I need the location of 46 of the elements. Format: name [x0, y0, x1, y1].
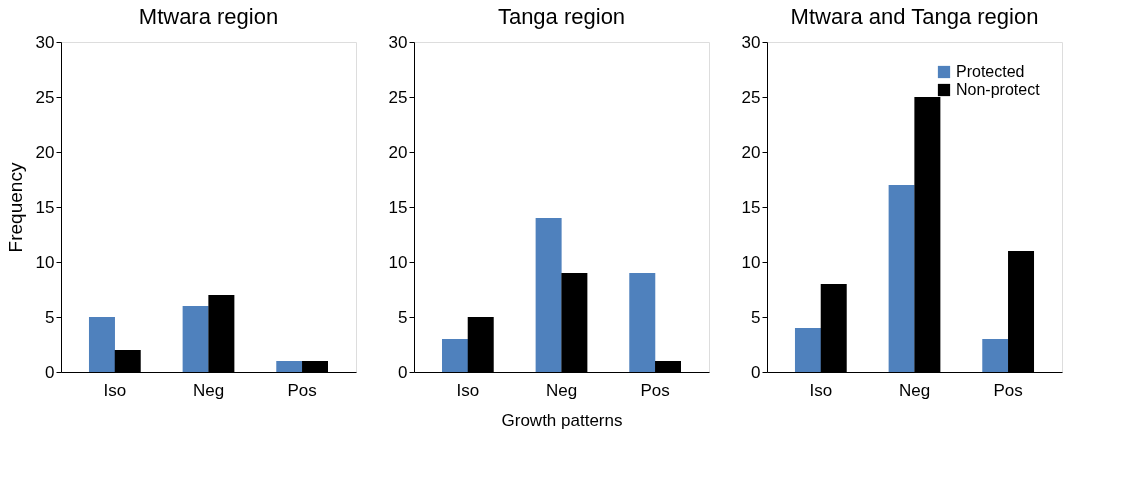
x-tick-label: Iso: [809, 380, 833, 400]
bar: [982, 339, 1009, 372]
x-tick-label: Pos: [993, 380, 1023, 400]
bar: [182, 306, 209, 372]
chart-title: Mtwara and Tanga region: [790, 4, 1039, 29]
x-tick-label: Iso: [456, 380, 480, 400]
y-tick-label: 0: [398, 362, 408, 382]
chart-title: Mtwara region: [138, 4, 279, 29]
legend-label: Non-protect: [956, 81, 1041, 98]
y-tick-label: 20: [35, 142, 55, 162]
y-tick-label: 25: [388, 87, 408, 107]
y-tick-label: 0: [45, 362, 55, 382]
x-tick-label: Iso: [103, 380, 127, 400]
y-tick-label: 25: [741, 87, 761, 107]
x-axis-title: Growth patterns: [501, 410, 623, 430]
y-tick-label: 20: [741, 142, 761, 162]
y-tick-label: 30: [741, 32, 761, 52]
y-tick-label: 5: [751, 307, 761, 327]
y-tick-label: 10: [388, 252, 408, 272]
bar: [888, 185, 915, 372]
y-tick-label: 25: [35, 87, 55, 107]
bar: [794, 328, 821, 372]
y-tick-label: 15: [388, 197, 408, 217]
bar: [88, 317, 115, 372]
y-tick-label: 0: [751, 362, 761, 382]
bar: [441, 339, 468, 372]
x-tick-label: Neg: [545, 380, 578, 400]
x-tick-label: Pos: [287, 380, 317, 400]
x-tick-label: Pos: [640, 380, 670, 400]
y-tick-label: 5: [398, 307, 408, 327]
y-axis-title: Frequency: [4, 162, 26, 253]
y-tick-label: 20: [388, 142, 408, 162]
y-tick-label: 15: [741, 197, 761, 217]
y-tick-label: 5: [45, 307, 55, 327]
bar: [535, 218, 562, 372]
chart-title: Tanga region: [497, 4, 626, 29]
x-tick-label: Neg: [192, 380, 225, 400]
y-tick-label: 15: [35, 197, 55, 217]
y-tick-label: 30: [388, 32, 408, 52]
bar: [276, 361, 303, 372]
legend-label: Protected: [956, 63, 1025, 80]
y-tick-label: 10: [35, 252, 55, 272]
y-tick-label: 30: [35, 32, 55, 52]
x-tick-label: Neg: [898, 380, 931, 400]
y-tick-label: 10: [741, 252, 761, 272]
bar: [629, 273, 656, 372]
